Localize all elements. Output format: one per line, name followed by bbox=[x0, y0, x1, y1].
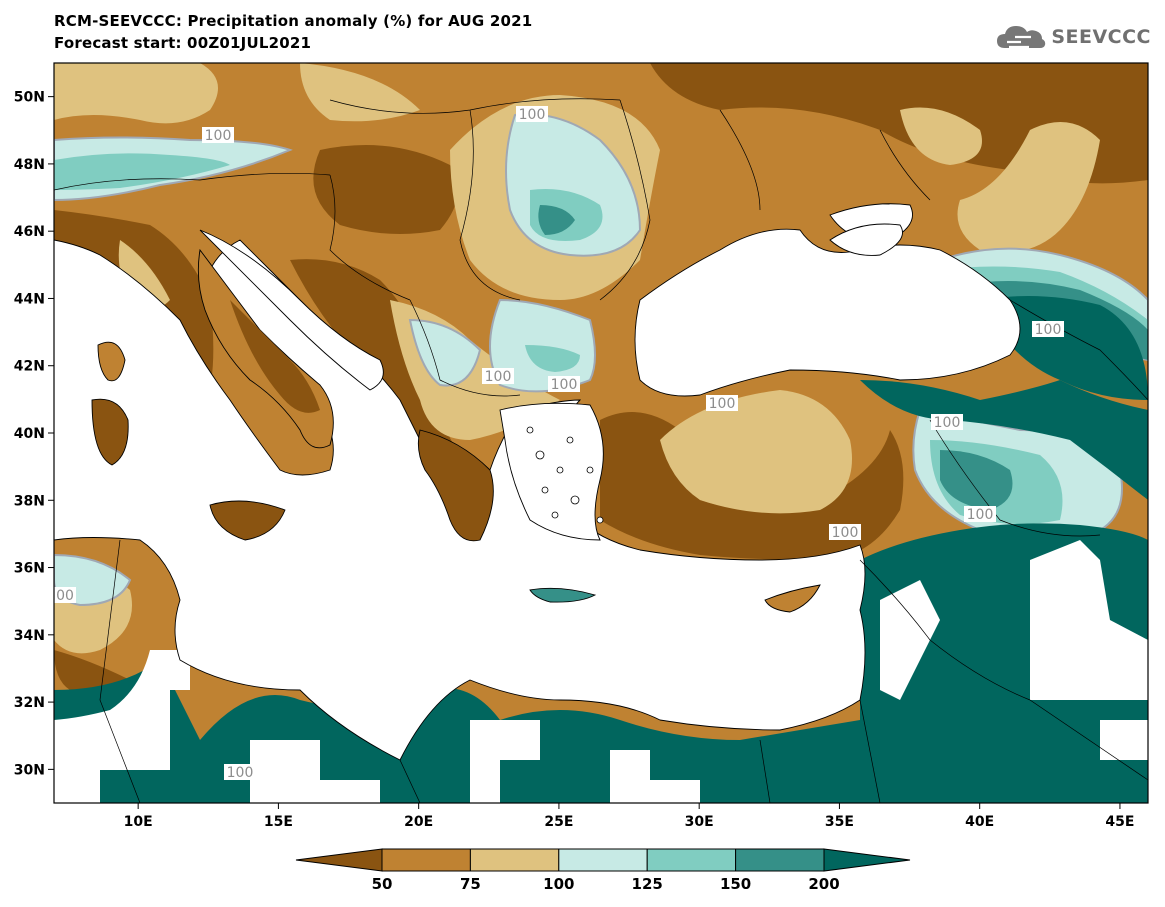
colorbar-label: 200 bbox=[808, 875, 839, 893]
svg-text:100: 100 bbox=[205, 128, 232, 144]
colorbar-swatch bbox=[381, 848, 471, 872]
svg-text:100: 100 bbox=[227, 765, 254, 781]
colorbar-swatch bbox=[735, 848, 825, 872]
svg-text:100: 100 bbox=[485, 369, 512, 385]
lon-tick-label: 20E bbox=[404, 814, 433, 830]
lat-tick-label: 48N bbox=[14, 157, 45, 173]
colorbar-label: 150 bbox=[720, 875, 751, 893]
colorbar-swatch bbox=[469, 848, 560, 872]
colorbar-label: 125 bbox=[632, 875, 663, 893]
colorbar-swatch bbox=[295, 848, 383, 872]
lon-tick-label: 15E bbox=[264, 814, 293, 830]
lat-tick-label: 46N bbox=[14, 224, 45, 240]
sardinia bbox=[91, 398, 129, 466]
logo-text: SEEVCCC bbox=[1051, 26, 1151, 48]
colorbar-swatch bbox=[558, 848, 648, 872]
svg-text:100: 100 bbox=[709, 396, 736, 412]
svg-text:100: 100 bbox=[519, 107, 546, 123]
lat-tick-label: 34N bbox=[14, 628, 45, 644]
contour-label-100: 100 bbox=[516, 106, 548, 123]
lon-tick-label: 45E bbox=[1105, 814, 1134, 830]
lon-tick-label: 35E bbox=[825, 814, 854, 830]
svg-text:100: 100 bbox=[1035, 322, 1062, 338]
lat-tick-label: 38N bbox=[14, 493, 45, 509]
colorbar-label: 100 bbox=[543, 875, 574, 893]
contour-label-100: 100 bbox=[931, 414, 963, 431]
svg-text:00: 00 bbox=[56, 588, 74, 604]
contour-label-100: 100 bbox=[548, 376, 580, 393]
svg-text:100: 100 bbox=[551, 377, 578, 393]
svg-text:100: 100 bbox=[934, 415, 961, 431]
lat-tick-label: 40N bbox=[14, 426, 45, 442]
lat-tick-label: 36N bbox=[14, 561, 45, 577]
lat-tick-label: 42N bbox=[14, 359, 45, 375]
lat-tick-label: 32N bbox=[14, 695, 45, 711]
longitude-axis: 10E 15E 20E 25E 30E 35E 40E 45E bbox=[124, 803, 1134, 830]
sicily bbox=[209, 500, 286, 541]
latitude-axis: 50N 48N 46N 44N 42N 40N 38N 36N 34N 32N 30N bbox=[14, 90, 54, 778]
lat-tick-label: 44N bbox=[14, 291, 45, 307]
contour-label-100: 100 bbox=[224, 764, 256, 781]
corsica bbox=[97, 341, 126, 382]
colorbar-swatch bbox=[823, 848, 911, 872]
aegean-islands bbox=[526, 426, 604, 524]
colorbar: 50 75 100 125 150 200 bbox=[295, 848, 911, 893]
map-field: 100 100 100 100 100 100 100 100 100 100 … bbox=[54, 63, 1148, 803]
cloud-icon bbox=[997, 26, 1046, 49]
contour-label-100: 100 bbox=[706, 395, 738, 412]
lon-tick-label: 30E bbox=[685, 814, 714, 830]
contour-label-100: 100 bbox=[964, 506, 996, 523]
lat-tick-label: 30N bbox=[14, 762, 45, 778]
forecast-start-label: Forecast start: 00Z01JUL2021 bbox=[54, 34, 312, 52]
svg-text:100: 100 bbox=[832, 525, 859, 541]
cyprus bbox=[764, 584, 821, 613]
map-title: RCM-SEEVCCC: Precipitation anomaly (%) f… bbox=[54, 12, 533, 30]
crete bbox=[529, 587, 597, 603]
italy-dry-core bbox=[230, 300, 320, 413]
colorbar-label: 75 bbox=[460, 875, 481, 893]
contour-label-00: 00 bbox=[54, 587, 76, 604]
no-data-zones bbox=[54, 540, 1148, 803]
country-borders bbox=[54, 98, 1148, 803]
contour-label-100: 100 bbox=[829, 524, 861, 541]
contour-label-100: 100 bbox=[202, 127, 234, 144]
lon-tick-label: 10E bbox=[124, 814, 153, 830]
lon-tick-label: 40E bbox=[965, 814, 994, 830]
crimea bbox=[829, 223, 903, 256]
svg-text:100: 100 bbox=[967, 507, 994, 523]
colorbar-swatch bbox=[646, 848, 737, 872]
contour-label-100: 100 bbox=[482, 368, 514, 385]
lat-tick-label: 50N bbox=[14, 90, 45, 106]
lon-tick-label: 25E bbox=[544, 814, 573, 830]
seevccc-logo: SEEVCCC bbox=[995, 22, 1151, 52]
colorbar-label: 50 bbox=[372, 875, 393, 893]
contour-label-100: 100 bbox=[1032, 321, 1064, 338]
greece-landmass bbox=[417, 429, 494, 542]
contour-labels: 100 100 100 100 100 100 100 100 100 100 … bbox=[54, 106, 1064, 781]
